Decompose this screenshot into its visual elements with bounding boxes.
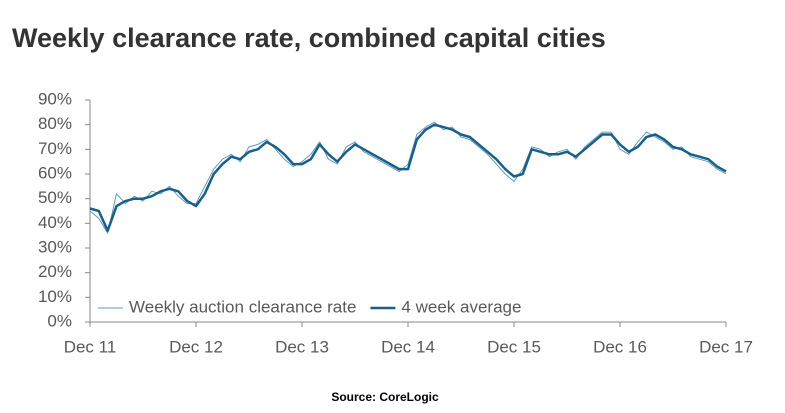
legend-label: 4 week average	[401, 297, 521, 316]
y-tick-label: 50%	[38, 188, 72, 207]
y-tick-label: 10%	[38, 287, 72, 306]
source: Source: CoreLogic	[331, 390, 439, 404]
y-tick-label: 80%	[38, 114, 72, 133]
x-tick-label: Dec 15	[487, 337, 541, 356]
series-line	[89, 121, 727, 234]
x-tick-label: Dec 12	[169, 337, 223, 356]
x-tick-label: Dec 16	[593, 337, 647, 356]
y-tick-label: 30%	[38, 237, 72, 256]
y-tick-label: 60%	[38, 163, 72, 182]
y-tick-label: 70%	[38, 139, 72, 158]
x-tick-label: Dec 13	[275, 337, 329, 356]
x-tick-label: Dec 17	[699, 337, 753, 356]
y-tick-label: 20%	[38, 262, 72, 281]
x-tick-label: Dec 11	[64, 337, 117, 356]
x-tick-label: Dec 14	[381, 337, 435, 356]
y-tick-label: 90%	[38, 89, 72, 108]
y-tick-label: 0%	[47, 311, 72, 330]
chart-title: Weekly clearance rate, combined capital …	[12, 23, 606, 53]
series-line	[89, 123, 727, 232]
legend-label: Weekly auction clearance rate	[129, 297, 356, 316]
y-tick-label: 40%	[38, 213, 72, 232]
